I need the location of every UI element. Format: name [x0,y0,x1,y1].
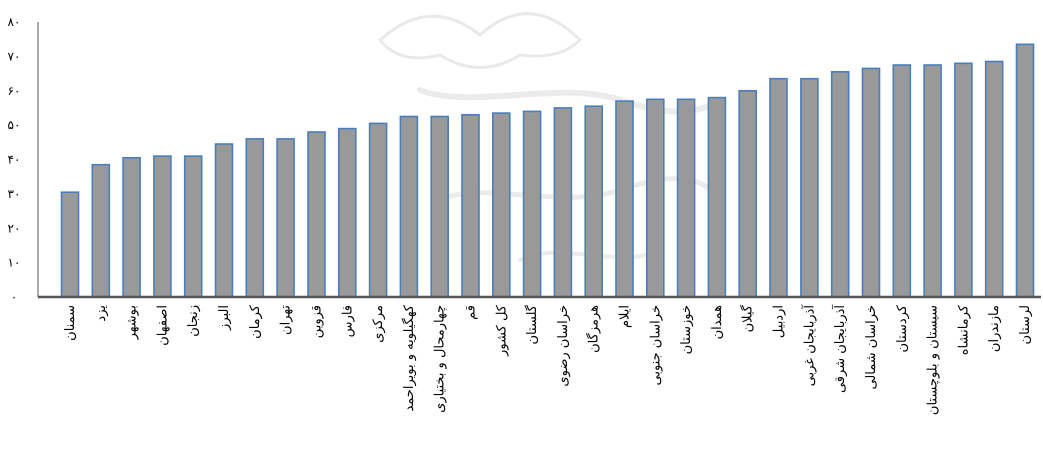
x-tick-label: همدان [710,305,725,339]
x-tick-label: مازندران [987,305,1002,352]
bar-11 [368,122,388,298]
x-tick-label: گلستان [524,304,540,344]
bar-13 [430,115,450,298]
x-tick-label: قم [464,305,479,320]
x-tick-label: سمنان [63,305,78,341]
x-tick-label: خراسان رضوی [556,305,571,387]
x-tick-label: خراسان شمالی [864,305,879,390]
bar-19 [615,100,634,298]
x-tick-label: فارس [340,305,355,337]
x-tick-label: ایلام [618,305,633,328]
bar-17 [553,107,573,298]
x-tick-label: قزوین [310,305,325,338]
bar-2 [91,163,111,298]
bar-21 [676,98,696,298]
x-tick-label: کل کشور [494,304,509,357]
y-tick-label: ۷۰ [8,49,21,63]
x-tick-label: کرمان [248,304,263,339]
bar-26 [830,71,850,298]
bar-25 [800,77,819,298]
bar-32 [1015,43,1035,298]
x-tick-label: چهارمحال و بختیاری [433,305,448,413]
x-tick-label: اصفهان [155,305,170,346]
x-tick-label: خوزستان [679,305,694,354]
x-tick-label: آذربایجان شرقی [831,304,848,393]
bar-31 [984,60,1004,298]
bar-9 [307,131,326,298]
bar-15 [491,112,511,298]
y-tick-label: ۰ [11,290,17,304]
y-tick-label: ۸۰ [8,15,21,29]
x-tick-label: هرمزگان [586,305,602,353]
x-tick-label: مرکزی [371,305,386,343]
bar-18 [584,105,604,298]
bar-1 [60,191,80,298]
bar-28 [892,64,912,298]
bar-16 [522,110,542,298]
y-tick-label: ۴۰ [8,153,21,167]
bar-27 [861,67,881,298]
x-tick-label: البرز [217,305,232,331]
x-tick-label: اردبیل [772,305,787,338]
x-tick-label: کهگیلویه و بویراحمد [401,304,417,411]
x-tick-label: کردستان [895,304,910,352]
bar-6 [214,143,234,298]
x-tick-label: تهران [279,305,294,335]
bar-20 [645,98,665,298]
y-tick-label: ۶۰ [8,84,21,98]
y-tick-label: ۲۰ [8,221,21,235]
bar-24 [769,77,788,298]
x-tick-label: سیستان و بلوچستان [926,305,941,415]
bar-8 [276,138,295,298]
bar-7 [245,138,265,298]
x-tick-label: گیلان [740,304,756,332]
y-tick-label: ۵۰ [8,118,21,132]
x-tick-label: لرستان [1018,305,1033,344]
bar-4 [153,155,172,298]
x-tick-label: آذربایجان غربی [800,304,817,387]
y-tick-label: ۳۰ [8,187,21,201]
bar-14 [461,114,480,298]
bar-5 [183,155,203,298]
bar-12 [399,115,419,298]
x-tick-label: زنجان [186,305,201,337]
bar-30 [954,62,973,298]
bar-10 [337,127,357,298]
y-tick-label: ۱۰ [8,256,21,270]
bar-3 [122,157,141,298]
x-tick-label: یزد [94,305,109,322]
x-tick-label: بوشهر [125,305,140,340]
bar-29 [923,64,942,298]
x-tick-label: کرمانشاه [956,304,971,355]
bar-22 [707,96,727,298]
bar-23 [738,90,758,298]
x-tick-label: خراسان جنوبی [648,305,663,385]
